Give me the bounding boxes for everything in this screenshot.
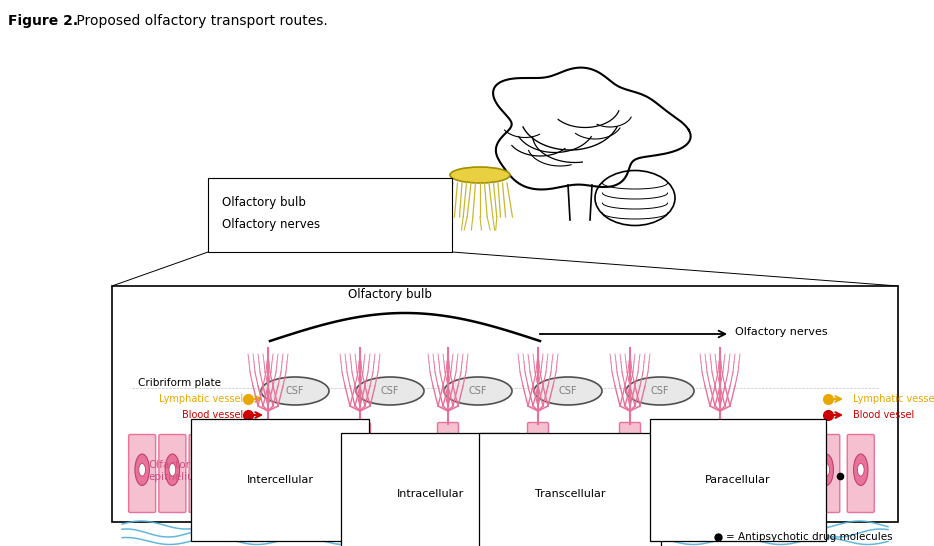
Ellipse shape xyxy=(306,454,321,485)
Ellipse shape xyxy=(401,464,407,476)
Ellipse shape xyxy=(628,460,632,474)
Ellipse shape xyxy=(226,454,240,485)
FancyBboxPatch shape xyxy=(219,435,247,513)
Polygon shape xyxy=(568,185,592,220)
Ellipse shape xyxy=(625,449,635,485)
Ellipse shape xyxy=(450,167,510,183)
FancyBboxPatch shape xyxy=(301,435,328,513)
FancyBboxPatch shape xyxy=(619,423,641,513)
Ellipse shape xyxy=(534,377,602,405)
Text: Olfactory nerves: Olfactory nerves xyxy=(222,218,320,231)
Text: CSF: CSF xyxy=(381,386,399,396)
FancyBboxPatch shape xyxy=(479,435,506,513)
FancyBboxPatch shape xyxy=(778,435,805,513)
Ellipse shape xyxy=(265,460,271,474)
Ellipse shape xyxy=(754,464,760,476)
FancyBboxPatch shape xyxy=(258,423,278,513)
Ellipse shape xyxy=(857,464,864,476)
Ellipse shape xyxy=(199,464,206,476)
Ellipse shape xyxy=(532,449,544,485)
FancyBboxPatch shape xyxy=(159,435,186,513)
Ellipse shape xyxy=(358,460,362,474)
FancyBboxPatch shape xyxy=(743,435,771,513)
Text: Lymphatic vessel: Lymphatic vessel xyxy=(159,394,243,404)
FancyBboxPatch shape xyxy=(129,435,156,513)
Text: = Antipsychotic drug molecules: = Antipsychotic drug molecules xyxy=(726,532,893,542)
Ellipse shape xyxy=(788,464,795,476)
FancyBboxPatch shape xyxy=(571,435,598,513)
Ellipse shape xyxy=(581,464,587,476)
Ellipse shape xyxy=(134,454,149,485)
Ellipse shape xyxy=(819,454,833,485)
Text: Intercellular: Intercellular xyxy=(247,475,314,485)
Ellipse shape xyxy=(443,449,453,485)
Text: Proposed olfactory transport routes.: Proposed olfactory transport routes. xyxy=(72,14,328,28)
Ellipse shape xyxy=(577,454,591,485)
Text: CSF: CSF xyxy=(469,386,488,396)
Polygon shape xyxy=(493,68,690,189)
Text: CSF: CSF xyxy=(651,386,670,396)
Ellipse shape xyxy=(446,460,450,474)
Ellipse shape xyxy=(715,449,726,485)
Bar xyxy=(208,178,452,252)
Ellipse shape xyxy=(750,454,764,485)
Ellipse shape xyxy=(169,464,176,476)
Bar xyxy=(112,286,898,522)
FancyBboxPatch shape xyxy=(528,423,548,513)
Ellipse shape xyxy=(262,449,274,485)
Text: CSF: CSF xyxy=(559,386,577,396)
Text: Olfactory bulb: Olfactory bulb xyxy=(348,288,432,301)
Ellipse shape xyxy=(195,454,210,485)
Text: CSF: CSF xyxy=(286,386,304,396)
Ellipse shape xyxy=(672,464,678,476)
Ellipse shape xyxy=(165,454,179,485)
Ellipse shape xyxy=(626,377,694,405)
FancyBboxPatch shape xyxy=(189,435,216,513)
Text: Figure 2.: Figure 2. xyxy=(8,14,78,28)
Ellipse shape xyxy=(356,377,424,405)
Ellipse shape xyxy=(261,377,329,405)
FancyBboxPatch shape xyxy=(437,423,459,513)
Text: Olfactory
epithelium: Olfactory epithelium xyxy=(148,460,204,482)
Ellipse shape xyxy=(355,449,365,485)
Text: Blood vessel: Blood vessel xyxy=(853,410,914,420)
Ellipse shape xyxy=(311,464,318,476)
FancyBboxPatch shape xyxy=(813,435,840,513)
Ellipse shape xyxy=(444,377,512,405)
FancyBboxPatch shape xyxy=(390,435,417,513)
Ellipse shape xyxy=(486,454,501,485)
FancyBboxPatch shape xyxy=(847,435,874,513)
Text: Blood vessel: Blood vessel xyxy=(182,410,243,420)
FancyBboxPatch shape xyxy=(710,423,730,513)
Ellipse shape xyxy=(397,454,411,485)
Ellipse shape xyxy=(230,464,236,476)
Text: Transcellular: Transcellular xyxy=(535,489,605,499)
FancyBboxPatch shape xyxy=(661,435,688,513)
Ellipse shape xyxy=(595,170,675,225)
Ellipse shape xyxy=(489,464,496,476)
Ellipse shape xyxy=(717,460,723,474)
Text: Olfactory bulb: Olfactory bulb xyxy=(222,196,305,209)
Ellipse shape xyxy=(139,464,146,476)
Text: Mucus: Mucus xyxy=(208,528,242,538)
Ellipse shape xyxy=(854,454,868,485)
Ellipse shape xyxy=(535,460,541,474)
Text: Paracellular: Paracellular xyxy=(705,475,771,485)
Text: Olfactory nerves: Olfactory nerves xyxy=(735,327,828,337)
Ellipse shape xyxy=(785,454,799,485)
Ellipse shape xyxy=(668,454,682,485)
Text: Cribriform plate: Cribriform plate xyxy=(138,378,221,388)
Text: Intracellular: Intracellular xyxy=(396,489,463,499)
Ellipse shape xyxy=(823,464,829,476)
FancyBboxPatch shape xyxy=(349,423,371,513)
Text: Lymphatic vessel: Lymphatic vessel xyxy=(853,394,934,404)
